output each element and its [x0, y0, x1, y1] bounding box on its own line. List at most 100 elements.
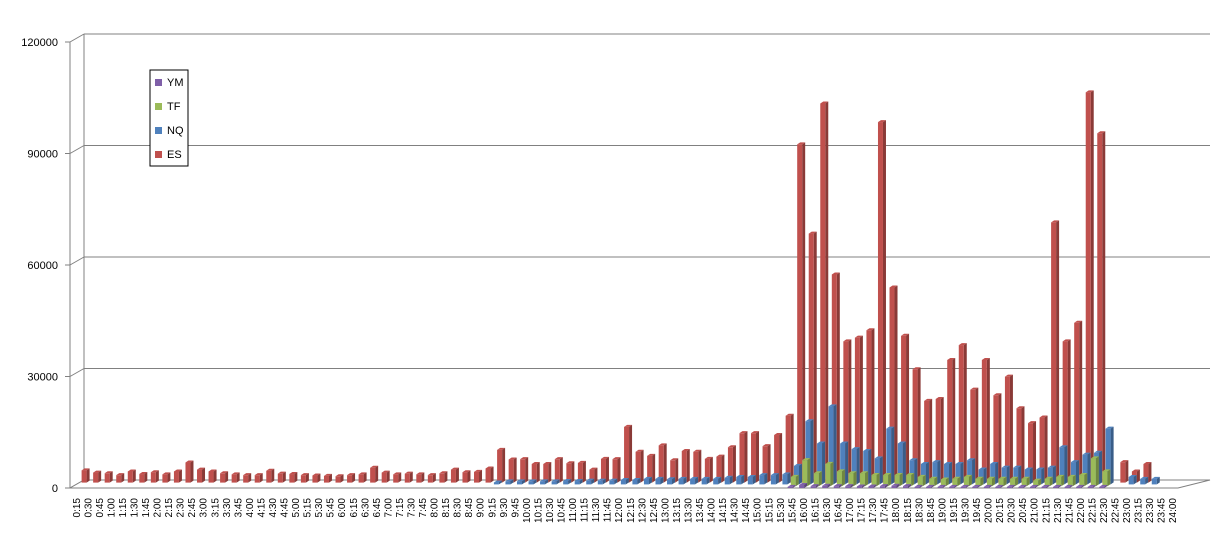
bar-ES: [197, 467, 206, 483]
bar-NQ: [667, 477, 676, 485]
bar-ES: [266, 468, 275, 483]
bar-ES: [981, 357, 990, 483]
bar-NQ: [1140, 476, 1149, 485]
bar-NQ: [1047, 465, 1056, 485]
bar-ES: [589, 467, 598, 483]
bar-YM: [1064, 484, 1073, 488]
bar-ES: [1051, 220, 1060, 483]
x-tick-label: 23:15: [1134, 498, 1145, 523]
x-tick-label: 17:30: [868, 498, 879, 523]
x-tick-label: 9:45: [510, 498, 521, 518]
bar-NQ: [713, 476, 722, 485]
bar-NQ: [551, 479, 560, 485]
bar-YM: [972, 484, 981, 488]
x-tick-label: 15:00: [753, 498, 764, 523]
bar-ES: [300, 473, 309, 483]
x-tick-label: 22:00: [1076, 498, 1087, 523]
bar-TF: [1044, 476, 1053, 487]
bar-ES: [543, 462, 552, 483]
x-tick-label: 7:00: [383, 498, 394, 518]
bar-YM: [949, 484, 958, 488]
bar-TF: [1079, 473, 1088, 487]
bar-TF: [813, 471, 822, 487]
x-tick-label: 20:45: [1018, 498, 1029, 523]
bar-YM: [845, 484, 854, 488]
x-tick-label: 11:15: [580, 498, 591, 523]
x-tick-label: 3:30: [222, 498, 233, 518]
bar-NQ: [1105, 426, 1114, 485]
bar-NQ: [967, 458, 976, 485]
x-tick-label: 6:30: [360, 498, 371, 518]
bar-ES: [220, 471, 229, 483]
bar-YM: [1041, 484, 1050, 488]
bar-ES: [1004, 374, 1013, 483]
bar-ES: [439, 471, 448, 483]
bar-ES: [243, 473, 252, 483]
bar-NQ: [1001, 465, 1010, 485]
bar-YM: [1006, 484, 1015, 488]
bar-TF: [883, 473, 892, 487]
bar-ES: [693, 449, 702, 483]
bar-ES: [208, 469, 217, 483]
bar-YM: [1029, 484, 1038, 488]
bar-ES: [877, 120, 886, 483]
x-tick-label: 20:00: [984, 498, 995, 523]
x-tick-label: 5:00: [291, 498, 302, 518]
bar-YM: [891, 483, 900, 488]
bar-ES: [808, 231, 817, 483]
bar-TF: [1067, 474, 1076, 487]
bar-NQ: [828, 404, 837, 485]
bar-ES: [485, 466, 494, 483]
bar-NQ: [759, 473, 768, 485]
bar-ES: [831, 272, 840, 483]
bar-NQ: [817, 441, 826, 485]
bar-ES: [393, 472, 402, 483]
bar-TF: [929, 476, 938, 487]
bar-ES: [947, 357, 956, 483]
x-tick-label: 11:00: [568, 498, 579, 523]
bar-NQ: [1128, 474, 1137, 485]
bar-YM: [833, 484, 842, 488]
bar-ES: [416, 472, 425, 483]
bar-TF: [1033, 478, 1042, 487]
bar-ES: [958, 343, 967, 483]
bar-ES: [554, 457, 563, 483]
x-tick-label: 2:15: [164, 498, 175, 518]
x-tick-label: 13:15: [672, 498, 683, 523]
bar-ES: [774, 433, 783, 483]
x-tick-label: 6:15: [349, 498, 360, 518]
bar-TF: [836, 469, 845, 487]
bar-NQ: [620, 477, 629, 485]
bar-ES: [150, 470, 159, 483]
x-tick-label: 11:30: [591, 498, 602, 523]
x-tick-label: 21:00: [1030, 498, 1041, 523]
bar-ES: [185, 460, 194, 483]
bar-NQ: [701, 476, 710, 485]
bar-ES: [1120, 460, 1129, 483]
bar-NQ: [1070, 460, 1079, 485]
bar-ES: [81, 468, 90, 483]
bar-TF: [998, 476, 1007, 487]
bar-NQ: [655, 476, 664, 485]
bar-ES: [370, 465, 379, 483]
bar-TF: [871, 473, 880, 487]
bar-TF: [1056, 474, 1065, 487]
bar-NQ: [805, 419, 814, 485]
bar-YM: [1099, 484, 1108, 488]
x-tick-label: 15:45: [787, 498, 798, 523]
bar-ES: [139, 472, 148, 483]
x-tick-label: 3:15: [210, 498, 221, 518]
x-tick-label: 16:00: [799, 498, 810, 523]
x-tick-label: 0:30: [83, 498, 94, 518]
bar-YM: [983, 484, 992, 488]
y-tick-label: 0: [52, 483, 58, 495]
x-tick-label: 11:45: [603, 498, 614, 523]
x-tick-label: 23:00: [1122, 498, 1133, 523]
bar-NQ: [840, 441, 849, 485]
bar-ES: [751, 431, 760, 483]
bar-ES: [497, 447, 506, 483]
bar-NQ: [863, 448, 872, 485]
bar-ES: [1143, 462, 1152, 483]
x-tick-label: 21:30: [1053, 498, 1064, 523]
x-tick-label: 17:00: [845, 498, 856, 523]
